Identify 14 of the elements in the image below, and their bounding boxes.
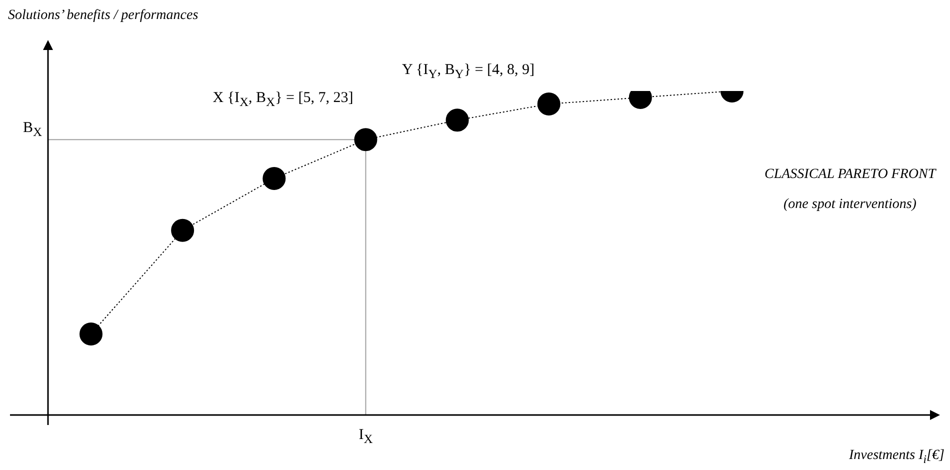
- annotation: CLASSICAL PARETO FRONT: [764, 167, 936, 183]
- annotation: X {I$_{X}$, B$_{X}$} = [5, 7, 23]: [212, 90, 354, 110]
- point: [171, 218, 194, 242]
- y-axis-title: Solutions’ benefits / performances: [8, 8, 198, 24]
- point: [537, 92, 560, 116]
- point: [80, 322, 102, 346]
- text: Investments I$_{i}$[€]: [849, 448, 944, 466]
- point: [262, 166, 286, 190]
- point: [354, 128, 378, 152]
- text: Y {I$_{Y}$, B$_{Y}$} = [4, 8, 9]: [402, 62, 534, 82]
- text: (one spot interventions): [784, 197, 916, 213]
- text: B$_{X}$: [23, 120, 42, 140]
- text: I$_{X}$: [358, 427, 373, 447]
- point: [446, 108, 469, 132]
